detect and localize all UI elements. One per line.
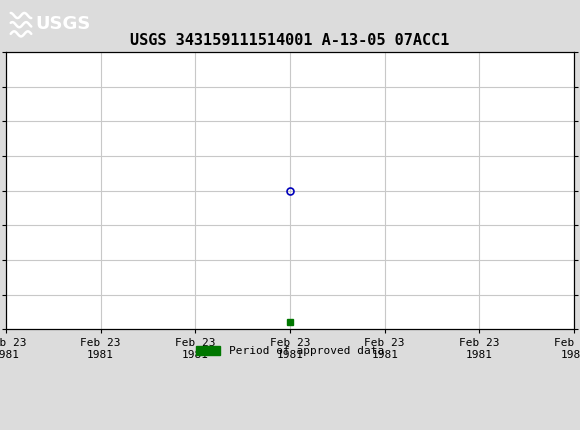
Legend: Period of approved data: Period of approved data <box>191 341 389 361</box>
Title: USGS 343159111514001 A-13-05 07ACC1: USGS 343159111514001 A-13-05 07ACC1 <box>130 33 450 48</box>
Text: USGS: USGS <box>35 15 90 33</box>
